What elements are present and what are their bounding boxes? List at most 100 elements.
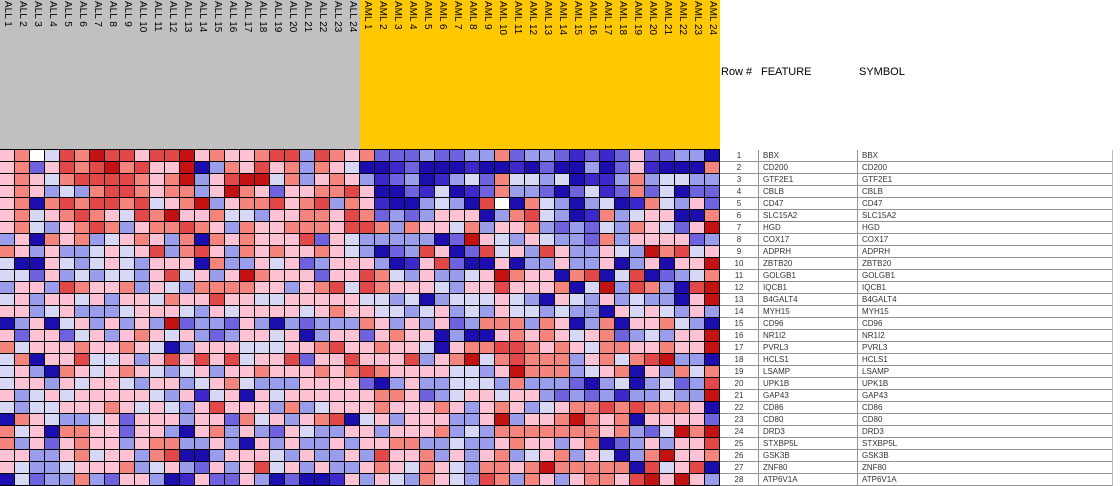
heatmap-cell (105, 234, 120, 246)
heatmap-cell (495, 438, 510, 450)
feature-cell: CD80 (758, 414, 857, 425)
heatmap-cell (420, 222, 435, 234)
heatmap-cell (45, 306, 60, 318)
heatmap-cell (690, 294, 705, 306)
heatmap-cell (150, 414, 165, 426)
heatmap-cell (150, 342, 165, 354)
row-number-cell: 2 (736, 163, 742, 172)
heatmap-cell (15, 474, 30, 486)
heatmap-cell (555, 222, 570, 234)
column-label: ALL 8 (107, 1, 118, 27)
table-row: 17 PVRL3 PVRL3 (720, 342, 1113, 354)
heatmap-cell (345, 270, 360, 282)
heatmap-cell (255, 174, 270, 186)
heatmap-cell (150, 282, 165, 294)
heatmap-cell (615, 378, 630, 390)
heatmap-cell (135, 282, 150, 294)
heatmap-cell (315, 270, 330, 282)
heatmap-cell (360, 366, 375, 378)
heatmap-cell (435, 210, 450, 222)
heatmap-cell (105, 354, 120, 366)
heatmap-cell (105, 162, 120, 174)
heatmap-cell (285, 450, 300, 462)
heatmap-cell (120, 246, 135, 258)
heatmap-cell (165, 402, 180, 414)
row-number-cell: 21 (734, 391, 744, 400)
table-row: 10 ZBTB20 ZBTB20 (720, 258, 1113, 270)
heatmap-cell (195, 390, 210, 402)
heatmap-cell (615, 402, 630, 414)
table-row: 8 COX17 COX17 (720, 234, 1113, 246)
heatmap-cell (615, 186, 630, 198)
symbol-cell: CD47 (857, 198, 1112, 209)
heatmap-cell (525, 426, 540, 438)
heatmap-cell (315, 438, 330, 450)
heatmap-cell (570, 474, 585, 486)
heatmap-cell (540, 342, 555, 354)
column-label: ALL 23 (332, 1, 343, 33)
heatmap-cell (645, 186, 660, 198)
heatmap-cell (195, 366, 210, 378)
symbol-cell: COX17 (857, 234, 1112, 245)
heatmap-cell (210, 474, 225, 486)
heatmap-cell (690, 402, 705, 414)
heatmap-cell (510, 234, 525, 246)
heatmap-cell (120, 258, 135, 270)
heatmap-cell (345, 426, 360, 438)
row-number-cell: 22 (734, 403, 744, 412)
heatmap-cell (60, 318, 75, 330)
heatmap-cell (90, 222, 105, 234)
heatmap-cell (525, 474, 540, 486)
heatmap-cell (345, 282, 360, 294)
heatmap-cell (465, 330, 480, 342)
heatmap-cell (630, 306, 645, 318)
heatmap-cell (300, 426, 315, 438)
feature-cell: CD200 (758, 162, 857, 173)
symbol-cell: UPK1B (857, 378, 1112, 389)
heatmap-cell (165, 270, 180, 282)
heatmap-cell (285, 210, 300, 222)
heatmap-cell (540, 354, 555, 366)
heatmap-cell (240, 450, 255, 462)
heatmap-cell (675, 294, 690, 306)
heatmap-cell (345, 246, 360, 258)
heatmap-cell (465, 282, 480, 294)
column-label: AML 23 (692, 1, 703, 36)
heatmap-cell (495, 366, 510, 378)
heatmap-cell (630, 414, 645, 426)
heatmap-cell (270, 330, 285, 342)
heatmap-cell (420, 258, 435, 270)
heatmap-cell (435, 366, 450, 378)
heatmap-cell (150, 222, 165, 234)
heatmap-cell (540, 330, 555, 342)
heatmap-cell (675, 450, 690, 462)
heatmap-cell (240, 186, 255, 198)
heatmap-cell (525, 198, 540, 210)
heatmap-cell (210, 162, 225, 174)
heatmap-cell (465, 210, 480, 222)
row-number-cell: 20 (734, 379, 744, 388)
heatmap-cell (675, 186, 690, 198)
heatmap-cell (330, 270, 345, 282)
heatmap-cell (390, 462, 405, 474)
heatmap-cell (450, 306, 465, 318)
heatmap-cell (0, 366, 15, 378)
heatmap-cell (195, 186, 210, 198)
heatmap-cell (105, 270, 120, 282)
heatmap-cell (240, 366, 255, 378)
heatmap-cell (255, 258, 270, 270)
heatmap-cell (330, 306, 345, 318)
heatmap-cell (345, 414, 360, 426)
heatmap-cell (270, 414, 285, 426)
heatmap-cell (540, 162, 555, 174)
heatmap-cell (645, 402, 660, 414)
heatmap-cell (195, 234, 210, 246)
heatmap-cell (555, 150, 570, 162)
heatmap-cell (690, 174, 705, 186)
heatmap-cell (675, 306, 690, 318)
heatmap-cell (0, 174, 15, 186)
heatmap-cell (495, 474, 510, 486)
heatmap-cell (555, 186, 570, 198)
heatmap-cell (270, 462, 285, 474)
heatmap-cell (75, 330, 90, 342)
